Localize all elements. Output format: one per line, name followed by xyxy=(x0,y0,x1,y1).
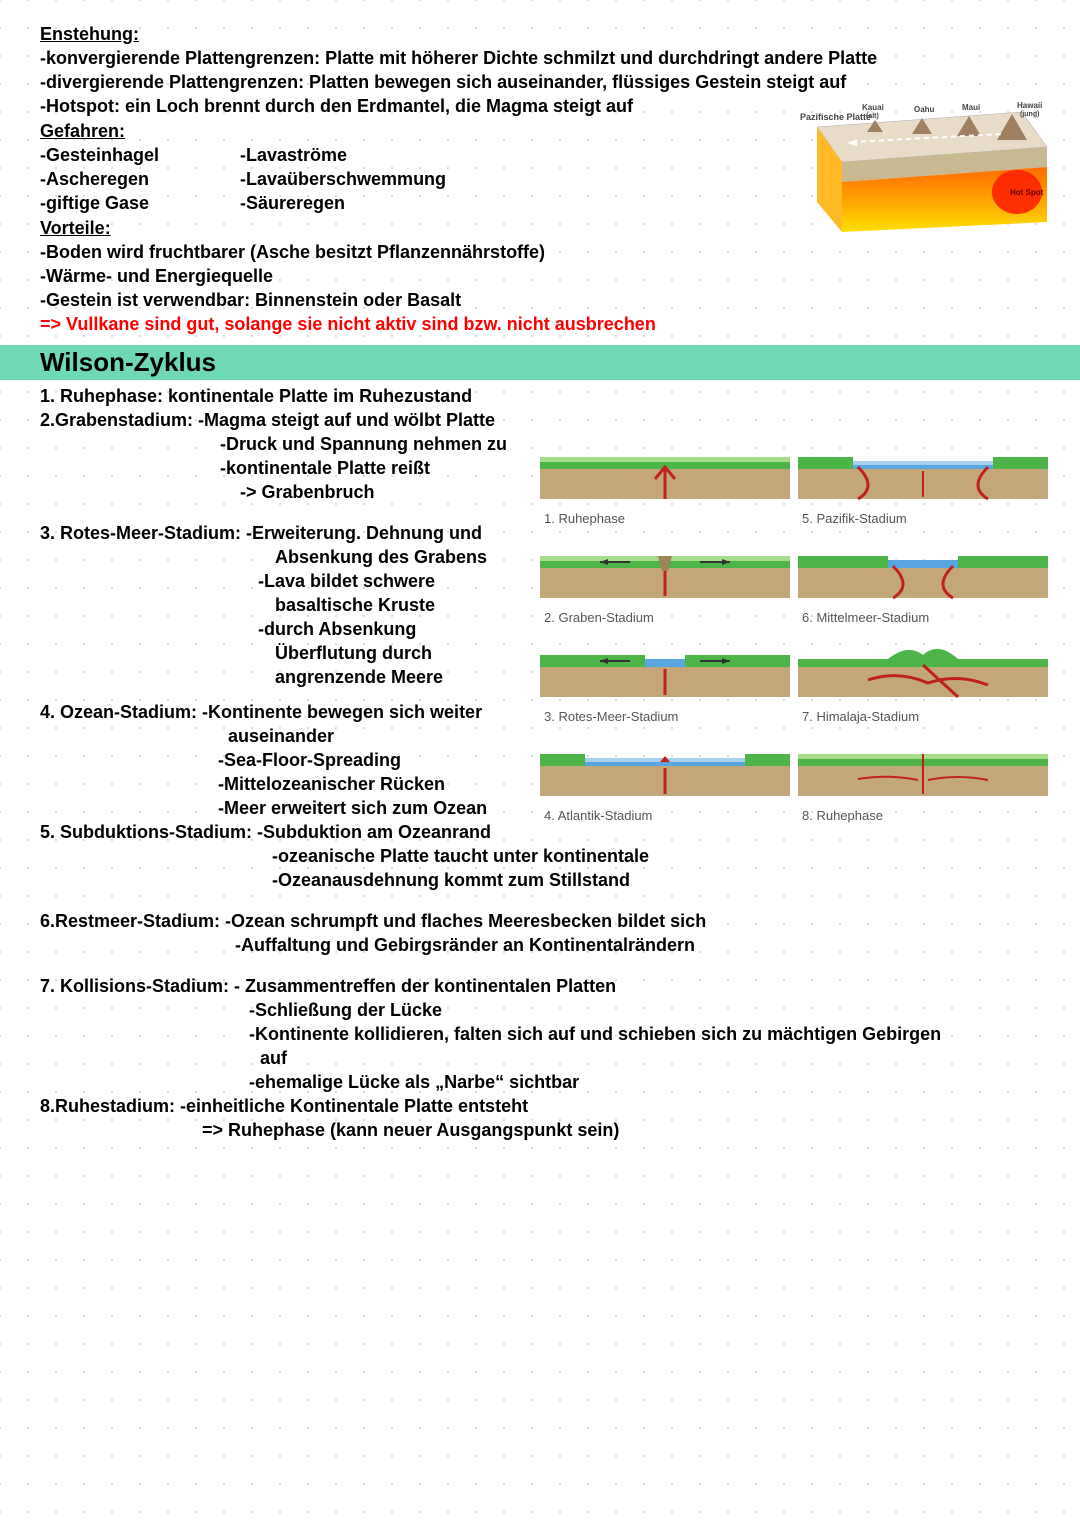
wilson-fig-3: 3. Rotes-Meer-Stadium xyxy=(540,635,790,724)
svg-text:Maui: Maui xyxy=(962,103,980,112)
svg-text:Oahu: Oahu xyxy=(914,105,935,114)
wilson-line: -Kontinente kollidieren, falten sich auf… xyxy=(40,1024,1040,1045)
wilson-line: -ozeanische Platte taucht unter kontinen… xyxy=(40,846,1040,867)
conclusion-text: => Vullkane sind gut, solange sie nicht … xyxy=(40,314,1040,335)
wilson-fig-6: 6. Mittelmeer-Stadium xyxy=(798,536,1048,625)
wilson-fig-2: 2. Graben-Stadium xyxy=(540,536,790,625)
wilson-line: -ehemalige Lücke als „Narbe“ sichtbar xyxy=(40,1072,1040,1093)
danger-left: -giftige Gase xyxy=(40,193,240,214)
wilson-line: auf xyxy=(40,1048,1040,1069)
wilson-line: -Schließung der Lücke xyxy=(40,1000,1040,1021)
wilson-fig-5: 5. Pazifik-Stadium xyxy=(798,437,1048,526)
svg-text:Hawaii: Hawaii xyxy=(1017,101,1042,110)
svg-text:(jung): (jung) xyxy=(1020,111,1039,118)
text-line: -Gestein ist verwendbar: Binnenstein ode… xyxy=(40,290,1040,311)
wilson-line: => Ruhephase (kann neuer Ausgangspunkt s… xyxy=(40,1120,1040,1141)
wilson-line: 6.Restmeer-Stadium: -Ozean schrumpft und… xyxy=(40,911,1040,932)
wilson-line: 1. Ruhephase: kontinentale Platte im Ruh… xyxy=(40,386,1040,407)
wilson-fig-8: 8. Ruhephase xyxy=(798,734,1048,823)
wilson-line: 8.Ruhestadium: -einheitliche Kontinental… xyxy=(40,1096,1040,1117)
wilson-line: 7. Kollisions-Stadium: - Zusammentreffen… xyxy=(40,976,1040,997)
wilson-caption: 6. Mittelmeer-Stadium xyxy=(798,610,1048,625)
wilson-line: -Auffaltung und Gebirgsränder an Kontine… xyxy=(40,935,1040,956)
text-line: -Boden wird fruchtbarer (Asche besitzt P… xyxy=(40,242,1040,263)
wilson-fig-4: 4. Atlantik-Stadium xyxy=(540,734,790,823)
svg-text:Hot Spot: Hot Spot xyxy=(1010,188,1044,197)
wilson-line: -Ozeanausdehnung kommt zum Stillstand xyxy=(40,870,1040,891)
hotspot-diagram: Pazifische Platte Kauai (alt) Oahu Maui … xyxy=(792,92,1052,237)
danger-left: -Gesteinhagel xyxy=(40,145,240,166)
svg-text:(alt): (alt) xyxy=(866,113,879,120)
hotspot-label-plate: Pazifische Platte xyxy=(800,112,871,122)
wilson-fig-7: 7. Himalaja-Stadium xyxy=(798,635,1048,724)
heading-enstehung: Enstehung: xyxy=(40,24,1040,45)
danger-left: -Ascheregen xyxy=(40,169,240,190)
wilson-caption: 2. Graben-Stadium xyxy=(540,610,790,625)
wilson-caption: 1. Ruhephase xyxy=(540,511,790,526)
svg-text:Kauai: Kauai xyxy=(862,103,884,112)
wilson-caption: 7. Himalaja-Stadium xyxy=(798,709,1048,724)
wilson-line: 2.Grabenstadium: -Magma steigt auf und w… xyxy=(40,410,1040,431)
wilson-line: 5. Subduktions-Stadium: -Subduktion am O… xyxy=(40,822,1040,843)
text-line: -divergierende Plattengrenzen: Platten b… xyxy=(40,72,1040,93)
text-line: -Wärme- und Energiequelle xyxy=(40,266,1040,287)
wilson-caption: 5. Pazifik-Stadium xyxy=(798,511,1048,526)
text-line: -konvergierende Plattengrenzen: Platte m… xyxy=(40,48,1040,69)
wilson-figures: 1. Ruhephase 5. Pazifik-Stadium 2. Grabe… xyxy=(540,437,1060,823)
wilson-caption: 4. Atlantik-Stadium xyxy=(540,808,790,823)
wilson-caption: 8. Ruhephase xyxy=(798,808,1048,823)
wilson-caption: 3. Rotes-Meer-Stadium xyxy=(540,709,790,724)
wilson-fig-1: 1. Ruhephase xyxy=(540,437,790,526)
section-banner-wilson: Wilson-Zyklus xyxy=(0,345,1080,380)
